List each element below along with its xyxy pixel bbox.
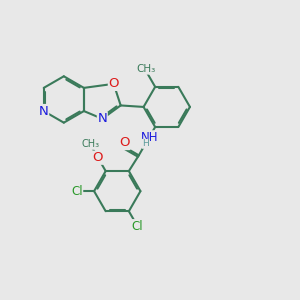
Text: NH: NH bbox=[140, 131, 158, 144]
Text: O: O bbox=[108, 77, 119, 90]
Text: CH₃: CH₃ bbox=[81, 139, 99, 149]
Text: H: H bbox=[142, 139, 149, 148]
Text: O: O bbox=[119, 136, 130, 149]
Text: N: N bbox=[98, 112, 107, 125]
Text: N: N bbox=[39, 105, 49, 118]
Text: Cl: Cl bbox=[132, 220, 143, 233]
Text: Cl: Cl bbox=[71, 185, 83, 198]
Text: CH₃: CH₃ bbox=[136, 64, 155, 74]
Text: O: O bbox=[93, 151, 103, 164]
